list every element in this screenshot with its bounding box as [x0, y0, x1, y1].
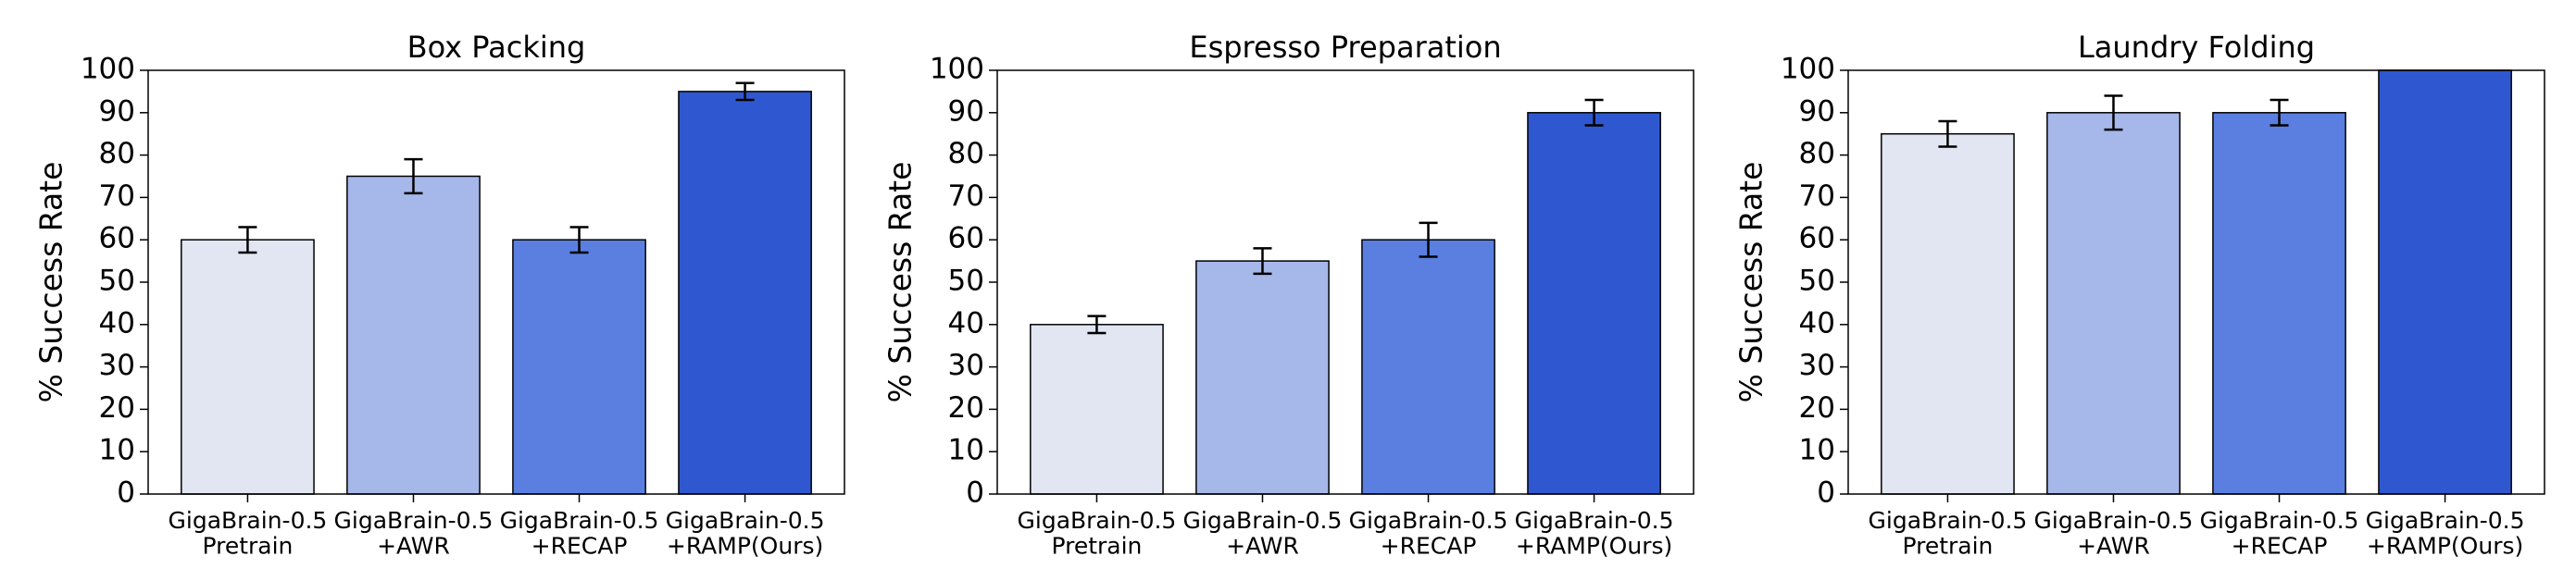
bar [346, 175, 481, 495]
error-bar [1938, 119, 1957, 148]
y-tick-label: 50 [1799, 265, 1835, 298]
bar [1030, 324, 1164, 495]
bar [181, 239, 315, 495]
y-tick-label: 80 [99, 137, 135, 170]
y-tick-label: 90 [99, 94, 135, 128]
y-tick-label: 100 [81, 53, 135, 86]
error-bar [1419, 221, 1438, 258]
x-tick-label: GigaBrain-0.5 +AWR [334, 507, 494, 560]
y-tick-label: 20 [1799, 391, 1835, 425]
error-bar [2104, 94, 2123, 131]
y-tick-label: 50 [948, 265, 984, 298]
y-tick-label: 30 [99, 349, 135, 382]
y-tick-label: 70 [1799, 179, 1835, 213]
error-bar [1087, 315, 1107, 335]
y-tick-label: 60 [948, 222, 984, 255]
x-tick-label: GigaBrain-0.5 Pretrain [1018, 507, 1177, 560]
bar [2212, 112, 2346, 495]
y-tick-label: 50 [99, 265, 135, 298]
x-tick-label: GigaBrain-0.5 +RECAP [1349, 507, 1508, 560]
bar [1527, 112, 1661, 495]
y-tick-label: 0 [117, 476, 135, 510]
error-bar [2270, 98, 2289, 127]
y-tick-label: 100 [930, 53, 984, 86]
y-tick-label: 20 [99, 391, 135, 425]
x-tick-label: GigaBrain-0.5 +RECAP [500, 507, 659, 560]
y-axis-label: % Success Rate [33, 162, 69, 403]
error-bar [569, 226, 589, 254]
x-tick-label: GigaBrain-0.5 +RAMP(Ours) [2366, 507, 2525, 560]
x-tick-label: GigaBrain-0.5 +RECAP [2200, 507, 2359, 560]
chart-title: Espresso Preparation [1189, 30, 1501, 65]
bar [2046, 112, 2181, 495]
y-tick-label: 80 [948, 137, 984, 170]
axes-frame [996, 69, 1694, 495]
error-bar [735, 81, 755, 102]
axes-frame [1847, 69, 2545, 495]
y-tick-label: 80 [1799, 137, 1835, 170]
chart-title: Laundry Folding [2078, 30, 2315, 65]
axes-frame [147, 69, 845, 495]
y-tick-label: 30 [1799, 349, 1835, 382]
y-axis-label: % Success Rate [1733, 162, 1769, 403]
y-tick-label: 100 [1781, 53, 1835, 86]
x-tick-label: GigaBrain-0.5 +RAMP(Ours) [1515, 507, 1674, 560]
chart: Box Packing % Success Rate 0 10 20 30 40 50 60 70… [33, 30, 845, 560]
y-tick-label: 40 [99, 306, 135, 340]
y-tick-label: 20 [948, 391, 984, 425]
x-tick-label: GigaBrain-0.5 Pretrain [169, 507, 328, 560]
error-bar [1584, 98, 1604, 127]
x-tick-label: GigaBrain-0.5 Pretrain [1869, 507, 2028, 560]
bar [1195, 260, 1330, 495]
y-tick-label: 40 [1799, 306, 1835, 340]
y-tick-label: 60 [99, 222, 135, 255]
error-bar [1253, 247, 1272, 276]
x-tick-label: GigaBrain-0.5 +RAMP(Ours) [666, 507, 825, 560]
chart: Espresso Preparation % Success Rate 0 10 20 3… [882, 30, 1694, 560]
y-tick-label: 60 [1799, 222, 1835, 255]
y-tick-label: 0 [1817, 476, 1835, 510]
chart: Laundry Folding % Success Rate 0 10 20 30 40 50… [1733, 30, 2545, 560]
error-bar [238, 226, 257, 254]
y-tick-label: 10 [99, 434, 135, 467]
y-tick-label: 0 [966, 476, 984, 510]
y-tick-label: 30 [948, 349, 984, 382]
y-tick-label: 90 [948, 94, 984, 128]
y-tick-label: 70 [948, 179, 984, 213]
y-axis-label: % Success Rate [882, 162, 919, 403]
y-tick-label: 40 [948, 306, 984, 340]
error-bar [404, 157, 423, 195]
y-tick-label: 70 [99, 179, 135, 213]
y-tick-label: 10 [1799, 434, 1835, 467]
y-tick-label: 10 [948, 434, 984, 467]
bar [1361, 239, 1495, 495]
x-tick-label: GigaBrain-0.5 +AWR [1183, 507, 1343, 560]
x-tick-label: GigaBrain-0.5 +AWR [2034, 507, 2194, 560]
bar [1881, 132, 2015, 495]
chart-title: Box Packing [407, 30, 586, 65]
y-tick-label: 90 [1799, 94, 1835, 128]
bar [678, 91, 812, 495]
bar [2378, 69, 2512, 495]
bar [512, 239, 646, 495]
